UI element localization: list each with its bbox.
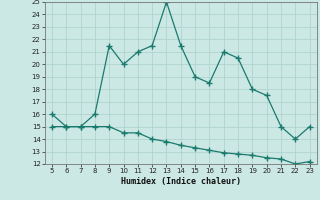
X-axis label: Humidex (Indice chaleur): Humidex (Indice chaleur) (121, 177, 241, 186)
